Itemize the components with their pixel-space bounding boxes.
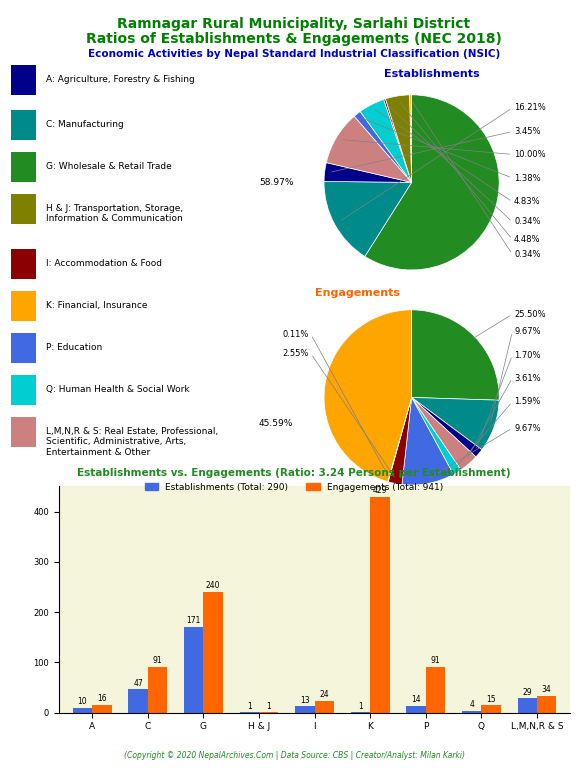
Text: 1: 1 xyxy=(247,702,252,710)
Bar xyxy=(370,497,390,713)
Bar xyxy=(482,705,501,713)
Wedge shape xyxy=(412,398,482,457)
Wedge shape xyxy=(412,398,499,450)
Bar xyxy=(406,706,426,713)
Text: 429: 429 xyxy=(373,486,387,495)
Text: I: Accommodation & Food: I: Accommodation & Food xyxy=(46,259,162,268)
Wedge shape xyxy=(365,95,499,270)
Wedge shape xyxy=(412,398,476,470)
Wedge shape xyxy=(360,99,412,183)
Bar xyxy=(203,592,223,713)
Text: 4.83%: 4.83% xyxy=(514,197,540,206)
Text: 1.38%: 1.38% xyxy=(514,174,540,183)
Text: 9.67%: 9.67% xyxy=(514,424,540,432)
Text: Establishments vs. Engagements (Ratio: 3.24 Persons per Establishment): Establishments vs. Engagements (Ratio: 3… xyxy=(77,468,511,478)
Text: A: Agriculture, Forestry & Fishing: A: Agriculture, Forestry & Fishing xyxy=(46,75,195,84)
Text: 171: 171 xyxy=(186,616,201,625)
Wedge shape xyxy=(412,398,461,475)
Text: 29: 29 xyxy=(523,687,532,697)
Bar xyxy=(462,710,482,713)
Text: 0.34%: 0.34% xyxy=(514,250,540,259)
Bar xyxy=(184,627,203,713)
Text: K: Financial, Insurance: K: Financial, Insurance xyxy=(46,301,148,310)
Text: 4.48%: 4.48% xyxy=(514,235,540,243)
Wedge shape xyxy=(326,116,412,183)
Text: 1.70%: 1.70% xyxy=(514,351,540,360)
Text: 10: 10 xyxy=(78,697,87,706)
Bar xyxy=(73,707,92,713)
Text: 4: 4 xyxy=(469,700,474,709)
Bar xyxy=(315,700,334,713)
Text: 58.97%: 58.97% xyxy=(259,178,293,187)
Text: 1.59%: 1.59% xyxy=(514,397,540,406)
Text: 16.21%: 16.21% xyxy=(514,104,546,112)
Wedge shape xyxy=(412,310,499,400)
Text: 14: 14 xyxy=(411,695,421,704)
Text: Economic Activities by Nepal Standard Industrial Classification (NSIC): Economic Activities by Nepal Standard In… xyxy=(88,49,500,59)
Text: Q: Human Health & Social Work: Q: Human Health & Social Work xyxy=(46,385,190,394)
Text: 47: 47 xyxy=(133,679,143,687)
Text: 0.11%: 0.11% xyxy=(283,330,309,339)
Text: C: Manufacturing: C: Manufacturing xyxy=(46,120,124,129)
Text: 3.61%: 3.61% xyxy=(514,374,540,382)
Bar xyxy=(11,417,36,447)
Wedge shape xyxy=(387,398,412,482)
Bar xyxy=(295,706,315,713)
Bar xyxy=(11,194,36,224)
Text: 10.00%: 10.00% xyxy=(514,150,546,159)
Bar xyxy=(92,705,112,713)
Text: 16: 16 xyxy=(97,694,106,703)
Bar xyxy=(426,667,445,713)
Text: Engagements: Engagements xyxy=(315,288,400,298)
Bar xyxy=(148,667,167,713)
Text: 240: 240 xyxy=(206,581,220,591)
Text: (Copyright © 2020 NepalArchives.Com | Data Source: CBS | Creator/Analyst: Milan : (Copyright © 2020 NepalArchives.Com | Da… xyxy=(123,751,465,760)
Text: 34: 34 xyxy=(542,685,552,694)
Text: L,M,N,R & S: Real Estate, Professional,
Scientific, Administrative, Arts,
Entert: L,M,N,R & S: Real Estate, Professional, … xyxy=(46,427,219,457)
Wedge shape xyxy=(354,111,412,183)
Wedge shape xyxy=(410,95,412,183)
Wedge shape xyxy=(324,163,412,183)
Text: 2.55%: 2.55% xyxy=(283,349,309,358)
Wedge shape xyxy=(324,310,412,482)
Text: 91: 91 xyxy=(153,657,162,665)
Text: 1: 1 xyxy=(266,702,271,710)
Bar xyxy=(11,375,36,405)
Text: 1: 1 xyxy=(358,702,363,710)
Bar xyxy=(128,689,148,713)
Text: 13: 13 xyxy=(300,696,310,705)
Text: 0.34%: 0.34% xyxy=(514,217,540,227)
Text: P: Education: P: Education xyxy=(46,343,103,352)
Bar xyxy=(11,65,36,95)
Text: H & J: Transportation, Storage,
Information & Communication: H & J: Transportation, Storage, Informat… xyxy=(46,204,183,223)
Wedge shape xyxy=(388,398,412,485)
Text: 45.59%: 45.59% xyxy=(259,419,293,429)
Legend: Establishments (Total: 290), Engagements (Total: 941): Establishments (Total: 290), Engagements… xyxy=(141,479,447,495)
Bar xyxy=(517,698,537,713)
Bar xyxy=(11,110,36,140)
Bar xyxy=(537,696,556,713)
Wedge shape xyxy=(324,181,412,257)
Text: 15: 15 xyxy=(486,694,496,703)
Wedge shape xyxy=(402,398,453,485)
Wedge shape xyxy=(384,99,412,183)
Text: 3.45%: 3.45% xyxy=(514,127,540,136)
Bar xyxy=(11,333,36,363)
Text: Ratios of Establishments & Engagements (NEC 2018): Ratios of Establishments & Engagements (… xyxy=(86,32,502,46)
Text: G: Wholesale & Retail Trade: G: Wholesale & Retail Trade xyxy=(46,162,172,171)
Bar xyxy=(11,249,36,279)
Text: 9.67%: 9.67% xyxy=(514,327,540,336)
Bar xyxy=(11,152,36,182)
Text: Ramnagar Rural Municipality, Sarlahi District: Ramnagar Rural Municipality, Sarlahi Dis… xyxy=(118,17,470,31)
Wedge shape xyxy=(386,95,412,183)
Text: 25.50%: 25.50% xyxy=(514,310,546,319)
Text: 24: 24 xyxy=(319,690,329,699)
Text: 91: 91 xyxy=(430,657,440,665)
Bar xyxy=(11,291,36,321)
Text: Establishments: Establishments xyxy=(385,69,480,79)
